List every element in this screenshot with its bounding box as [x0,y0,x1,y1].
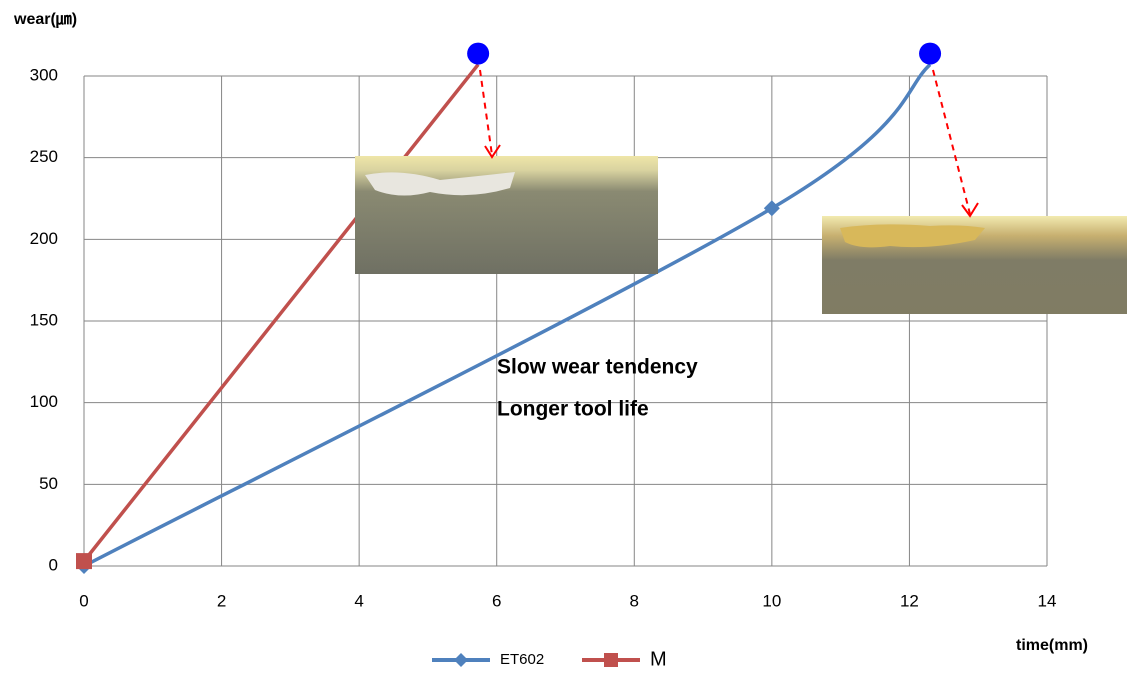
arrows [479,69,979,218]
x-tick-label: 4 [354,591,363,610]
x-tick-label: 2 [217,591,226,610]
annotation: Slow wear tendency [497,356,698,379]
y-tick-label: 300 [30,65,58,84]
wear-zone [365,172,515,196]
x-tick-label: 6 [492,591,501,610]
series [76,42,942,574]
photo [355,156,1127,314]
x-axis-label: time(mm) [1016,637,1088,654]
y-tick-label: 0 [49,555,58,574]
y-tick-label: 200 [30,229,58,248]
y-tick-label: 250 [30,147,58,166]
y-tick-label: 150 [30,310,58,329]
annotation: Longer tool life [497,398,649,421]
highlight-marker [919,42,942,65]
y-tick-label: 50 [39,474,58,493]
arrow-head [961,202,979,218]
y-axis-label: wear(㎛) [13,11,77,29]
x-tick-label: 10 [762,591,781,610]
x-tick-label: 14 [1038,591,1057,610]
legend-label: M [650,648,667,670]
wear-zone [840,224,985,248]
x-tick-label: 12 [900,591,919,610]
marker [604,653,618,667]
arrow-head [484,144,501,159]
x-tick-label: 0 [79,591,88,610]
x-tick-label: 8 [630,591,639,610]
legend-label: ET602 [500,651,544,668]
highlight-marker [467,42,490,65]
arrow [479,69,493,156]
y-tick-label: 100 [30,392,58,411]
arrow [932,69,971,215]
grid: 0 50 100 150 200 250 300 0 2 4 6 8 10 12 14 [30,65,1057,610]
series-line [83,63,932,568]
marker [76,553,92,570]
legend: ET602 M [432,648,667,670]
marker [454,653,468,667]
marker [763,200,780,217]
series-line [82,63,480,563]
